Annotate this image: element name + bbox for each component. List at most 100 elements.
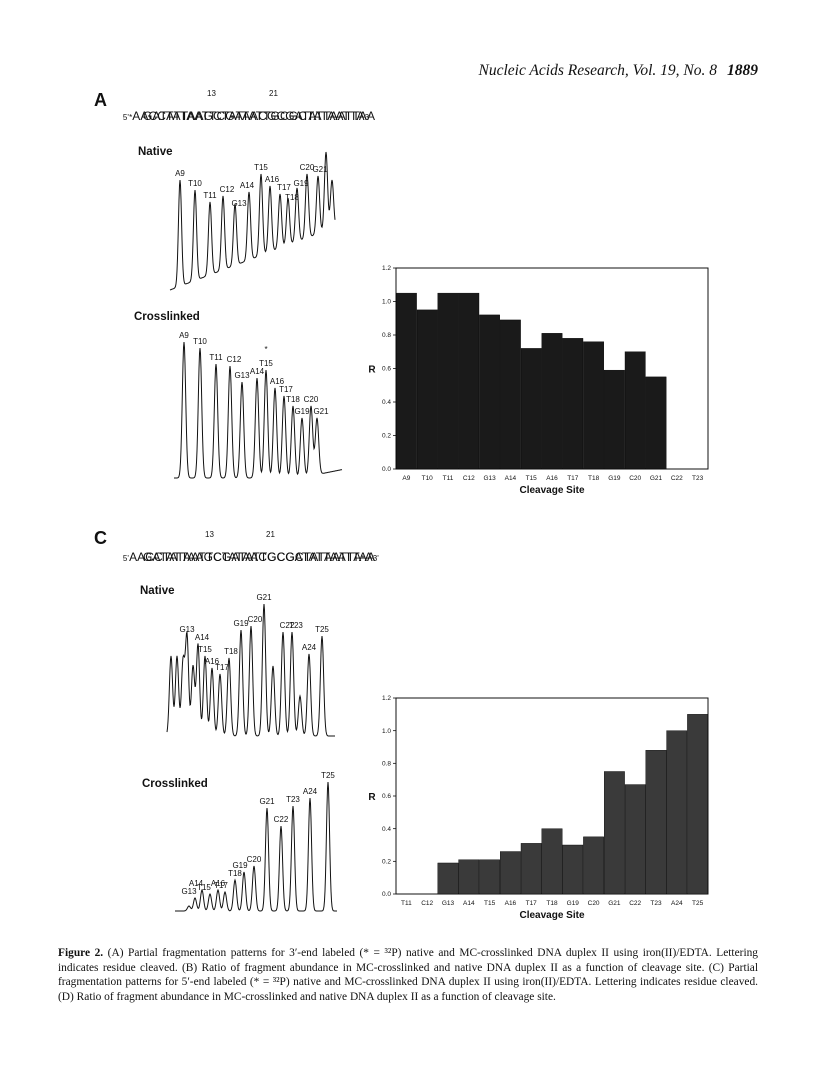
trace-line [175, 781, 337, 912]
peak-label: T15 [254, 163, 268, 172]
x-tick-label: T11 [443, 475, 454, 482]
bar [562, 338, 584, 470]
panel-c-native-label: Native [140, 585, 175, 597]
y-tick-label: 0.2 [382, 859, 391, 866]
panel-a-native-label: Native [138, 146, 173, 158]
y-tick-label: 0.0 [382, 466, 391, 473]
x-tick-label: T18 [546, 900, 558, 907]
x-tick-label: A24 [671, 900, 683, 907]
peak-label: T11 [209, 353, 223, 362]
x-tick-label: A14 [463, 900, 475, 907]
panel-d-bar-chart: 0.0 0.2 0.4 0.6 0.8 1.0 1.2 T11 C12 G13 A14 T15 A16 T… [368, 695, 709, 921]
x-tick-label: G21 [608, 900, 621, 907]
bar [520, 843, 542, 895]
peak-label: C20 [300, 163, 315, 172]
seq-5prime: 5' [122, 554, 130, 563]
peak-label: G21 [312, 165, 328, 174]
bar [479, 314, 500, 470]
panel-c-sequence-bottom: GATATTAAGCTATAACGCGATATTAATTAA [143, 550, 376, 564]
peak-label: T11 [203, 191, 217, 200]
peak-label: G21 [313, 407, 329, 416]
x-tick-label: T18 [588, 475, 600, 482]
x-tick-label: C20 [588, 900, 600, 907]
y-tick-label: 1.2 [382, 265, 391, 272]
bar [562, 844, 584, 895]
peak-label: G13 [181, 887, 197, 896]
residue-number-13: 13 [207, 89, 217, 98]
peak-label: T17 [214, 881, 228, 890]
residue-number-21: 21 [266, 530, 276, 539]
peak-label: C20 [248, 615, 263, 624]
peak-label: T18 [228, 869, 242, 878]
bar [458, 859, 480, 895]
bar [541, 333, 563, 470]
peak-label: G19 [233, 619, 249, 628]
peak-label: G21 [259, 797, 275, 806]
panel-a-sequence-top: 5'*AACCTATAATTCGATATTGCGCTATAATTA3' 13 2… [116, 89, 371, 153]
bar [500, 319, 521, 470]
peak-label: C12 [227, 355, 242, 364]
peak-label: T15 [197, 883, 211, 892]
x-tick-label: A16 [505, 900, 517, 907]
peak-label: C22 [274, 815, 289, 824]
x-tick-label: G19 [608, 475, 621, 482]
x-tick-label: T25 [692, 900, 704, 907]
bar [520, 348, 542, 470]
bar [416, 309, 438, 470]
x-tick-label: A16 [546, 475, 558, 482]
bar [437, 862, 459, 895]
bar [687, 714, 708, 895]
x-tick-label: A14 [505, 475, 517, 482]
peak-label: G19 [232, 861, 248, 870]
bar [458, 292, 480, 470]
peak-label: T25 [315, 625, 329, 634]
bar [666, 730, 688, 895]
x-tick-label: C12 [421, 900, 433, 907]
peak-label: A14 [189, 879, 204, 888]
peak-label: A24 [303, 787, 318, 796]
y-axis-title: R [368, 792, 376, 803]
peak-label: A16 [265, 175, 280, 184]
panel-a-letter: A [94, 90, 107, 110]
page-number: 1889 [727, 62, 758, 79]
trace-line [166, 603, 335, 737]
peak-label: G19 [293, 179, 309, 188]
peak-label: A14 [240, 181, 255, 190]
figure-caption: Figure 2. (A) Partial fragmentation patt… [58, 946, 758, 1004]
journal-citation: Nucleic Acids Research, Vol. 19, No. 8 [478, 62, 718, 79]
peak-label: G13 [231, 199, 247, 208]
peak-label: T17 [277, 183, 291, 192]
x-tick-label: T17 [526, 900, 538, 907]
caption-label: Figure 2. [58, 947, 104, 959]
peak-label: T10 [193, 337, 207, 346]
peak-label: A16 [270, 377, 285, 386]
peak-label: T15 [259, 359, 273, 368]
x-tick-label: A9 [402, 475, 410, 482]
x-tick-label: G13 [442, 900, 455, 907]
trace-line [174, 341, 343, 479]
x-tick-label: T17 [567, 475, 579, 482]
y-tick-label: 1.0 [382, 299, 391, 306]
y-tick-label: 0.8 [382, 332, 391, 339]
peak-label: T17 [279, 385, 293, 394]
x-tick-label: T15 [484, 900, 496, 907]
seq-tail: A [364, 550, 373, 564]
seq-top-strand: AACCTATAATTCGATATTGCGCTATAATTA [129, 550, 362, 564]
peak-label: C22 [280, 621, 295, 630]
x-axis-title: Cleavage Site [519, 910, 584, 921]
panel-a-sequence-bottom: GATATTAAGCTATAACGCGATATTAATTAA [143, 109, 376, 123]
x-tick-label: G13 [483, 475, 496, 482]
x-tick-label: T10 [422, 475, 434, 482]
residue-number-21: 21 [269, 89, 279, 98]
x-tick-label: C22 [671, 475, 683, 482]
seq-3prime: 3' [364, 113, 371, 122]
caption-text: (A) Partial fragmentation patterns for 3… [58, 947, 758, 1003]
peak-label: C12 [220, 185, 235, 194]
peak-label: A9 [175, 169, 185, 178]
x-tick-label: C12 [463, 475, 475, 482]
bar [645, 376, 667, 470]
